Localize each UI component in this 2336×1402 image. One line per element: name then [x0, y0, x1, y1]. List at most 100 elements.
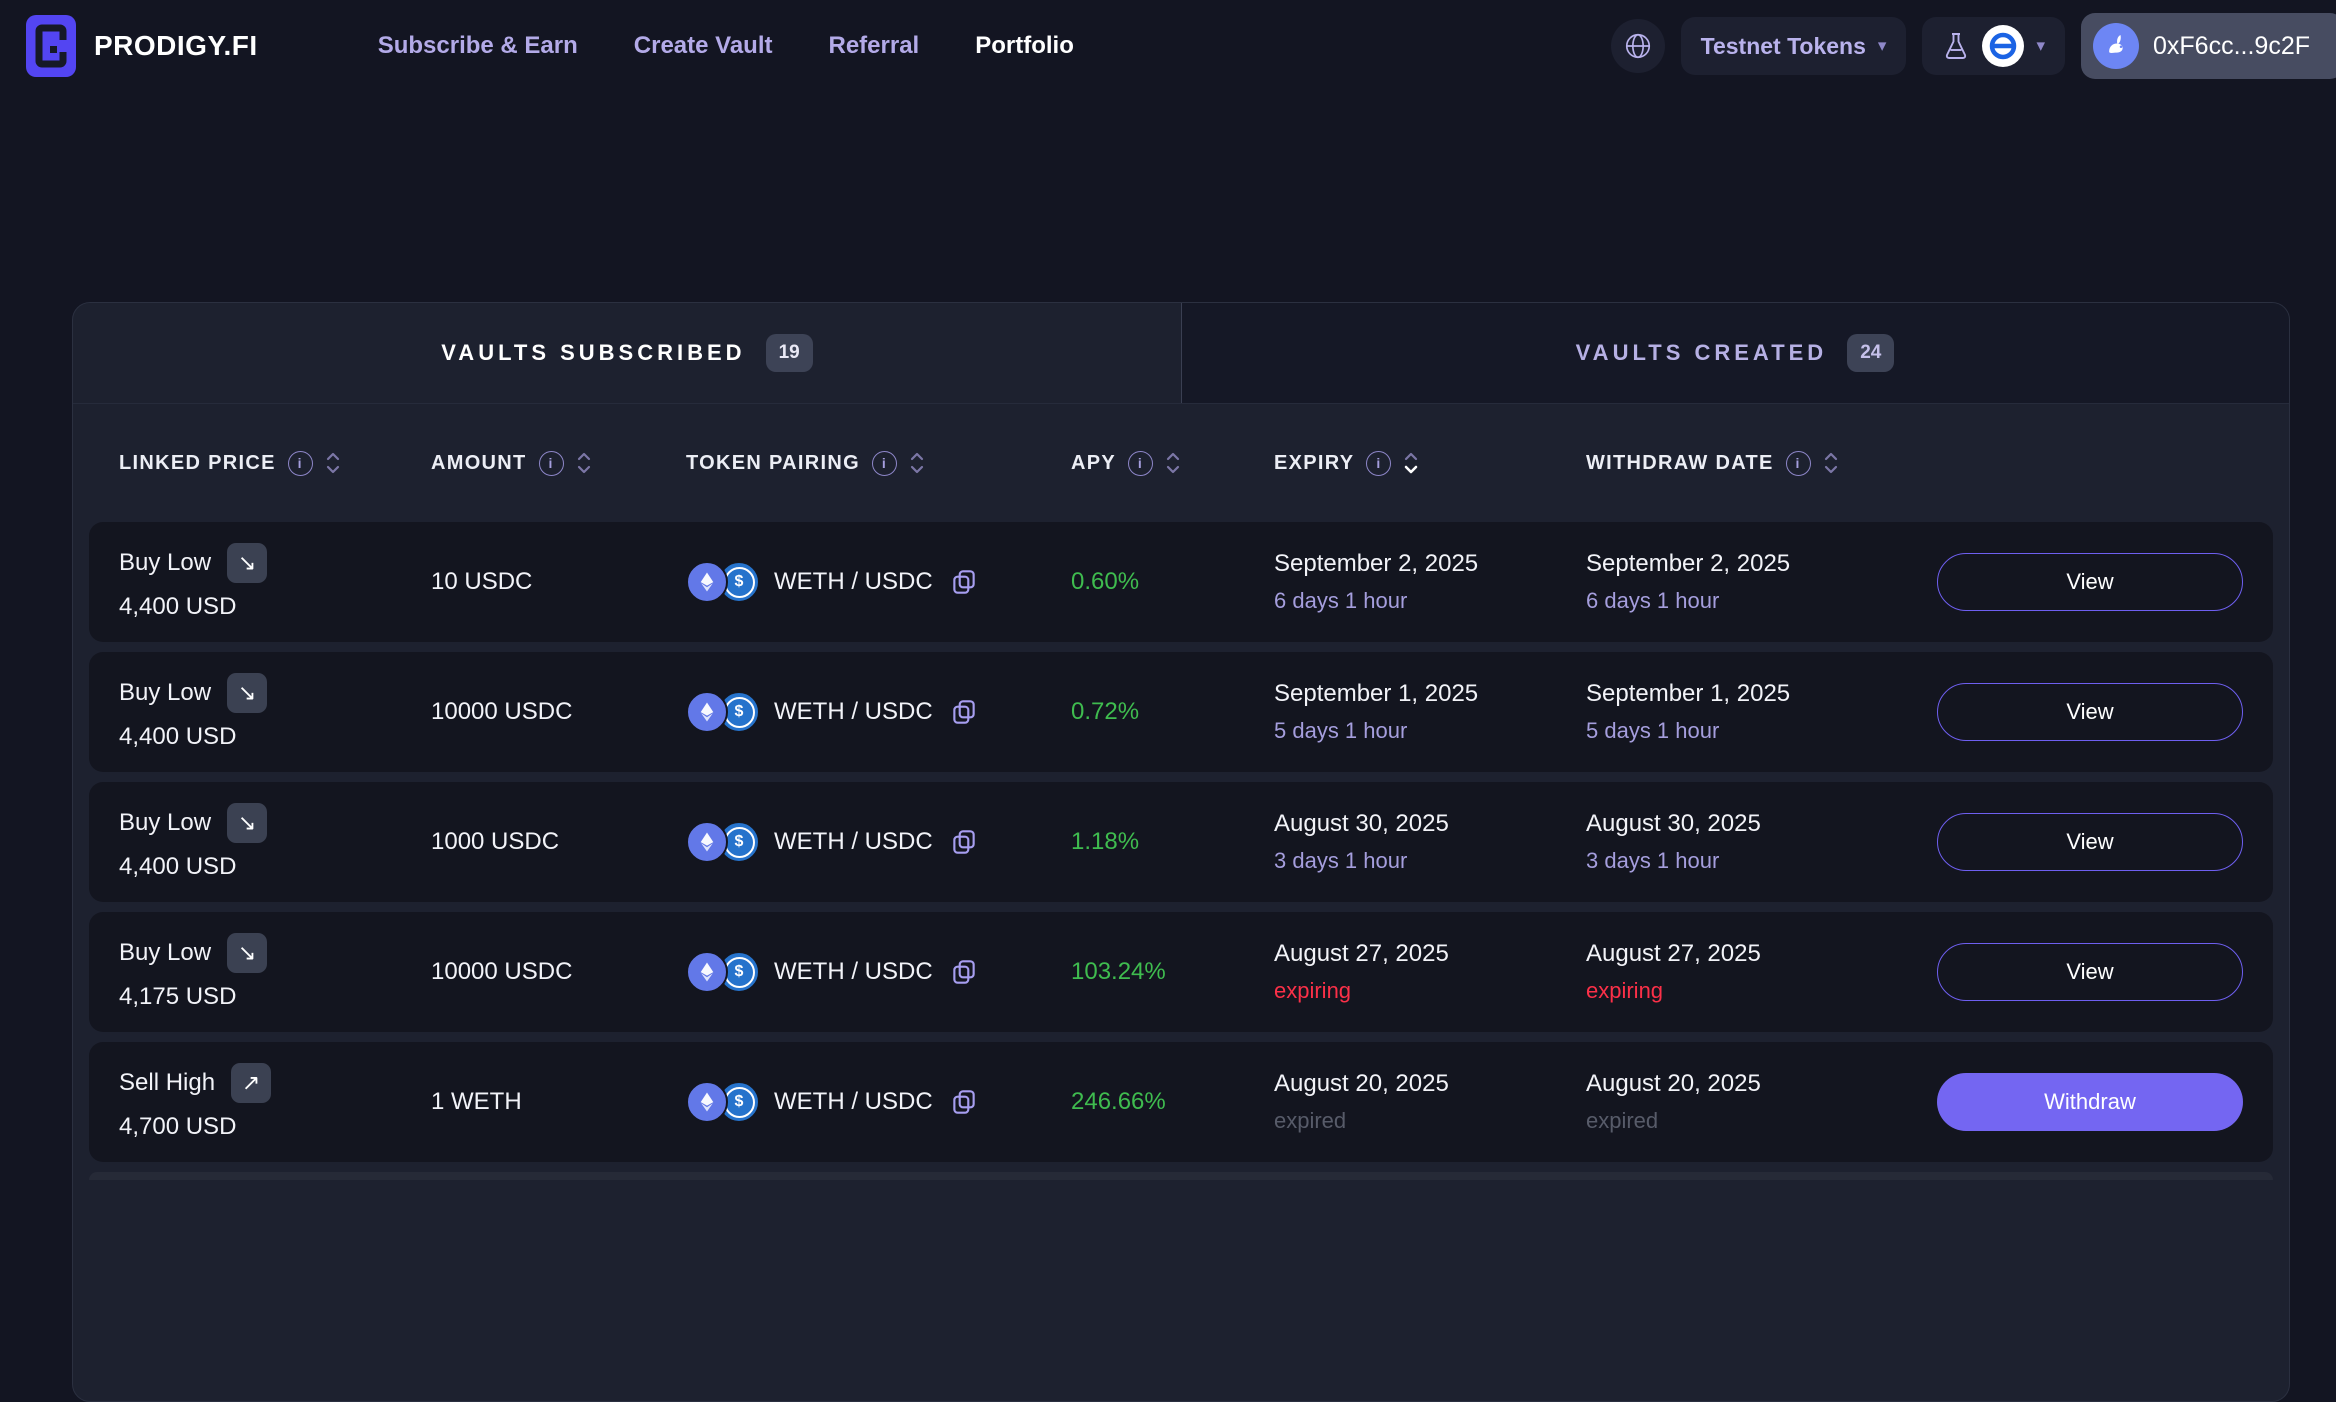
column-header-expiry: EXPIRY i — [1274, 450, 1586, 476]
expiry-date: August 27, 2025 — [1274, 940, 1586, 968]
table-body: Buy Low ↘ 4,400 USD 10 USDC $ WETH / USD… — [73, 522, 2289, 1180]
row-action-button[interactable]: View — [1937, 553, 2243, 611]
strategy-label: Buy Low — [119, 809, 211, 837]
copy-icon[interactable] — [949, 827, 979, 857]
withdraw-note: 3 days 1 hour — [1586, 848, 1936, 874]
nav-link-subscribe-earn[interactable]: Subscribe & Earn — [378, 32, 578, 60]
info-icon[interactable]: i — [1786, 451, 1811, 476]
sort-icon[interactable] — [576, 450, 592, 476]
expiry-date: August 30, 2025 — [1274, 810, 1586, 838]
linked-price-value: 4,400 USD — [119, 853, 431, 881]
linked-price-value: 4,175 USD — [119, 983, 431, 1011]
info-icon[interactable]: i — [1128, 451, 1153, 476]
withdraw-note: 6 days 1 hour — [1586, 588, 1936, 614]
navbar: PRODIGY.FI Subscribe & Earn Create Vault… — [0, 0, 2336, 92]
tab-vaults-created[interactable]: VAULTS CREATED 24 — [1181, 303, 2289, 403]
flask-icon — [1942, 31, 1970, 61]
apy-value: 0.60% — [1071, 568, 1274, 596]
apy-value: 0.72% — [1071, 698, 1274, 726]
linked-price-value: 4,700 USD — [119, 1113, 431, 1141]
row-action-button[interactable]: Withdraw — [1937, 1073, 2243, 1131]
wallet-account-button[interactable]: 0xF6cc...9c2F — [2081, 13, 2336, 79]
table-row: Buy Low ↘ 4,400 USD 10000 USDC $ WETH / … — [89, 652, 2273, 772]
weth-icon — [686, 1081, 728, 1123]
row-action-button[interactable]: View — [1937, 813, 2243, 871]
table-row: Buy Low ↘ 4,175 USD 10000 USDC $ WETH / … — [89, 912, 2273, 1032]
arrow-down-right-icon: ↘ — [227, 803, 267, 843]
vaults-card: VAULTS SUBSCRIBED 19 VAULTS CREATED 24 L… — [72, 302, 2290, 1402]
testnet-tokens-dropdown[interactable]: Testnet Tokens ▾ — [1681, 17, 1907, 75]
brand[interactable]: PRODIGY.FI — [26, 15, 258, 77]
withdraw-date: September 2, 2025 — [1586, 550, 1936, 578]
apy-value: 103.24% — [1071, 958, 1274, 986]
expiry-date: September 2, 2025 — [1274, 550, 1586, 578]
table-row: Buy Low ↘ 4,400 USD 10 USDC $ WETH / USD… — [89, 522, 2273, 642]
withdraw-note: 5 days 1 hour — [1586, 718, 1936, 744]
withdraw-date: August 20, 2025 — [1586, 1070, 1936, 1098]
row-action-button[interactable]: View — [1937, 943, 2243, 1001]
nav-link-create-vault[interactable]: Create Vault — [634, 32, 773, 60]
amount-value: 1000 USDC — [431, 828, 686, 856]
copy-icon[interactable] — [949, 697, 979, 727]
weth-icon — [686, 691, 728, 733]
nav-link-referral[interactable]: Referral — [829, 32, 920, 60]
copy-icon[interactable] — [949, 1087, 979, 1117]
withdraw-date: September 1, 2025 — [1586, 680, 1936, 708]
navbar-right: Testnet Tokens ▾ ▾ — [1611, 13, 2336, 79]
strategy-label: Sell High — [119, 1069, 215, 1097]
network-selector-dropdown[interactable]: ▾ — [1922, 17, 2065, 75]
token-pair-label: WETH / USDC — [774, 828, 933, 856]
weth-icon — [686, 561, 728, 603]
copy-icon[interactable] — [949, 957, 979, 987]
network-icon — [1982, 25, 2024, 67]
withdraw-note: expiring — [1586, 978, 1936, 1004]
table-row: Buy Low ↘ 4,400 USD 1000 USDC $ WETH / U… — [89, 782, 2273, 902]
arrow-down-right-icon: ↘ — [227, 543, 267, 583]
arrow-up-right-icon: ↗ — [231, 1063, 271, 1103]
info-icon[interactable]: i — [1366, 451, 1391, 476]
language-globe-button[interactable] — [1611, 19, 1665, 73]
testnet-tokens-label: Testnet Tokens — [1701, 33, 1866, 60]
sort-icon[interactable] — [325, 450, 341, 476]
tab-vaults-subscribed[interactable]: VAULTS SUBSCRIBED 19 — [73, 303, 1181, 403]
strategy-label: Buy Low — [119, 939, 211, 967]
sort-icon[interactable] — [1165, 450, 1181, 476]
sort-icon[interactable] — [909, 450, 925, 476]
rabby-wallet-icon — [2093, 23, 2139, 69]
arrow-down-right-icon: ↘ — [227, 933, 267, 973]
withdraw-note: expired — [1586, 1108, 1936, 1134]
linked-price-value: 4,400 USD — [119, 723, 431, 751]
weth-icon — [686, 821, 728, 863]
row-action-button[interactable]: View — [1937, 683, 2243, 741]
expiry-note: expiring — [1274, 978, 1586, 1004]
table-header-row: LINKED PRICE i AMOUNT i TOKEN PAIRING i — [73, 404, 2289, 522]
expiry-note: expired — [1274, 1108, 1586, 1134]
sort-icon[interactable] — [1823, 450, 1839, 476]
chevron-down-icon: ▾ — [1878, 36, 1887, 56]
token-pair-label: WETH / USDC — [774, 1088, 933, 1116]
expiry-note: 5 days 1 hour — [1274, 718, 1586, 744]
nav-link-portfolio[interactable]: Portfolio — [975, 32, 1074, 60]
info-icon[interactable]: i — [872, 451, 897, 476]
sort-icon[interactable] — [1403, 450, 1419, 476]
column-header-linked-price: LINKED PRICE i — [119, 450, 431, 476]
tab-label: VAULTS SUBSCRIBED — [441, 340, 745, 366]
column-header-apy: APY i — [1071, 450, 1274, 476]
info-icon[interactable]: i — [539, 451, 564, 476]
column-header-token-pairing: TOKEN PAIRING i — [686, 450, 1071, 476]
linked-price-value: 4,400 USD — [119, 593, 431, 621]
expiry-note: 3 days 1 hour — [1274, 848, 1586, 874]
copy-icon[interactable] — [949, 567, 979, 597]
strategy-label: Buy Low — [119, 679, 211, 707]
strategy-label: Buy Low — [119, 549, 211, 577]
expiry-date: September 1, 2025 — [1274, 680, 1586, 708]
expiry-note: 6 days 1 hour — [1274, 588, 1586, 614]
column-header-withdraw-date: WITHDRAW DATE i — [1586, 450, 1936, 476]
globe-icon — [1623, 31, 1653, 61]
apy-value: 1.18% — [1071, 828, 1274, 856]
chevron-down-icon: ▾ — [2036, 36, 2045, 56]
amount-value: 1 WETH — [431, 1088, 686, 1116]
info-icon[interactable]: i — [288, 451, 313, 476]
vaults-tabs: VAULTS SUBSCRIBED 19 VAULTS CREATED 24 — [73, 303, 2289, 404]
withdraw-date: August 27, 2025 — [1586, 940, 1936, 968]
